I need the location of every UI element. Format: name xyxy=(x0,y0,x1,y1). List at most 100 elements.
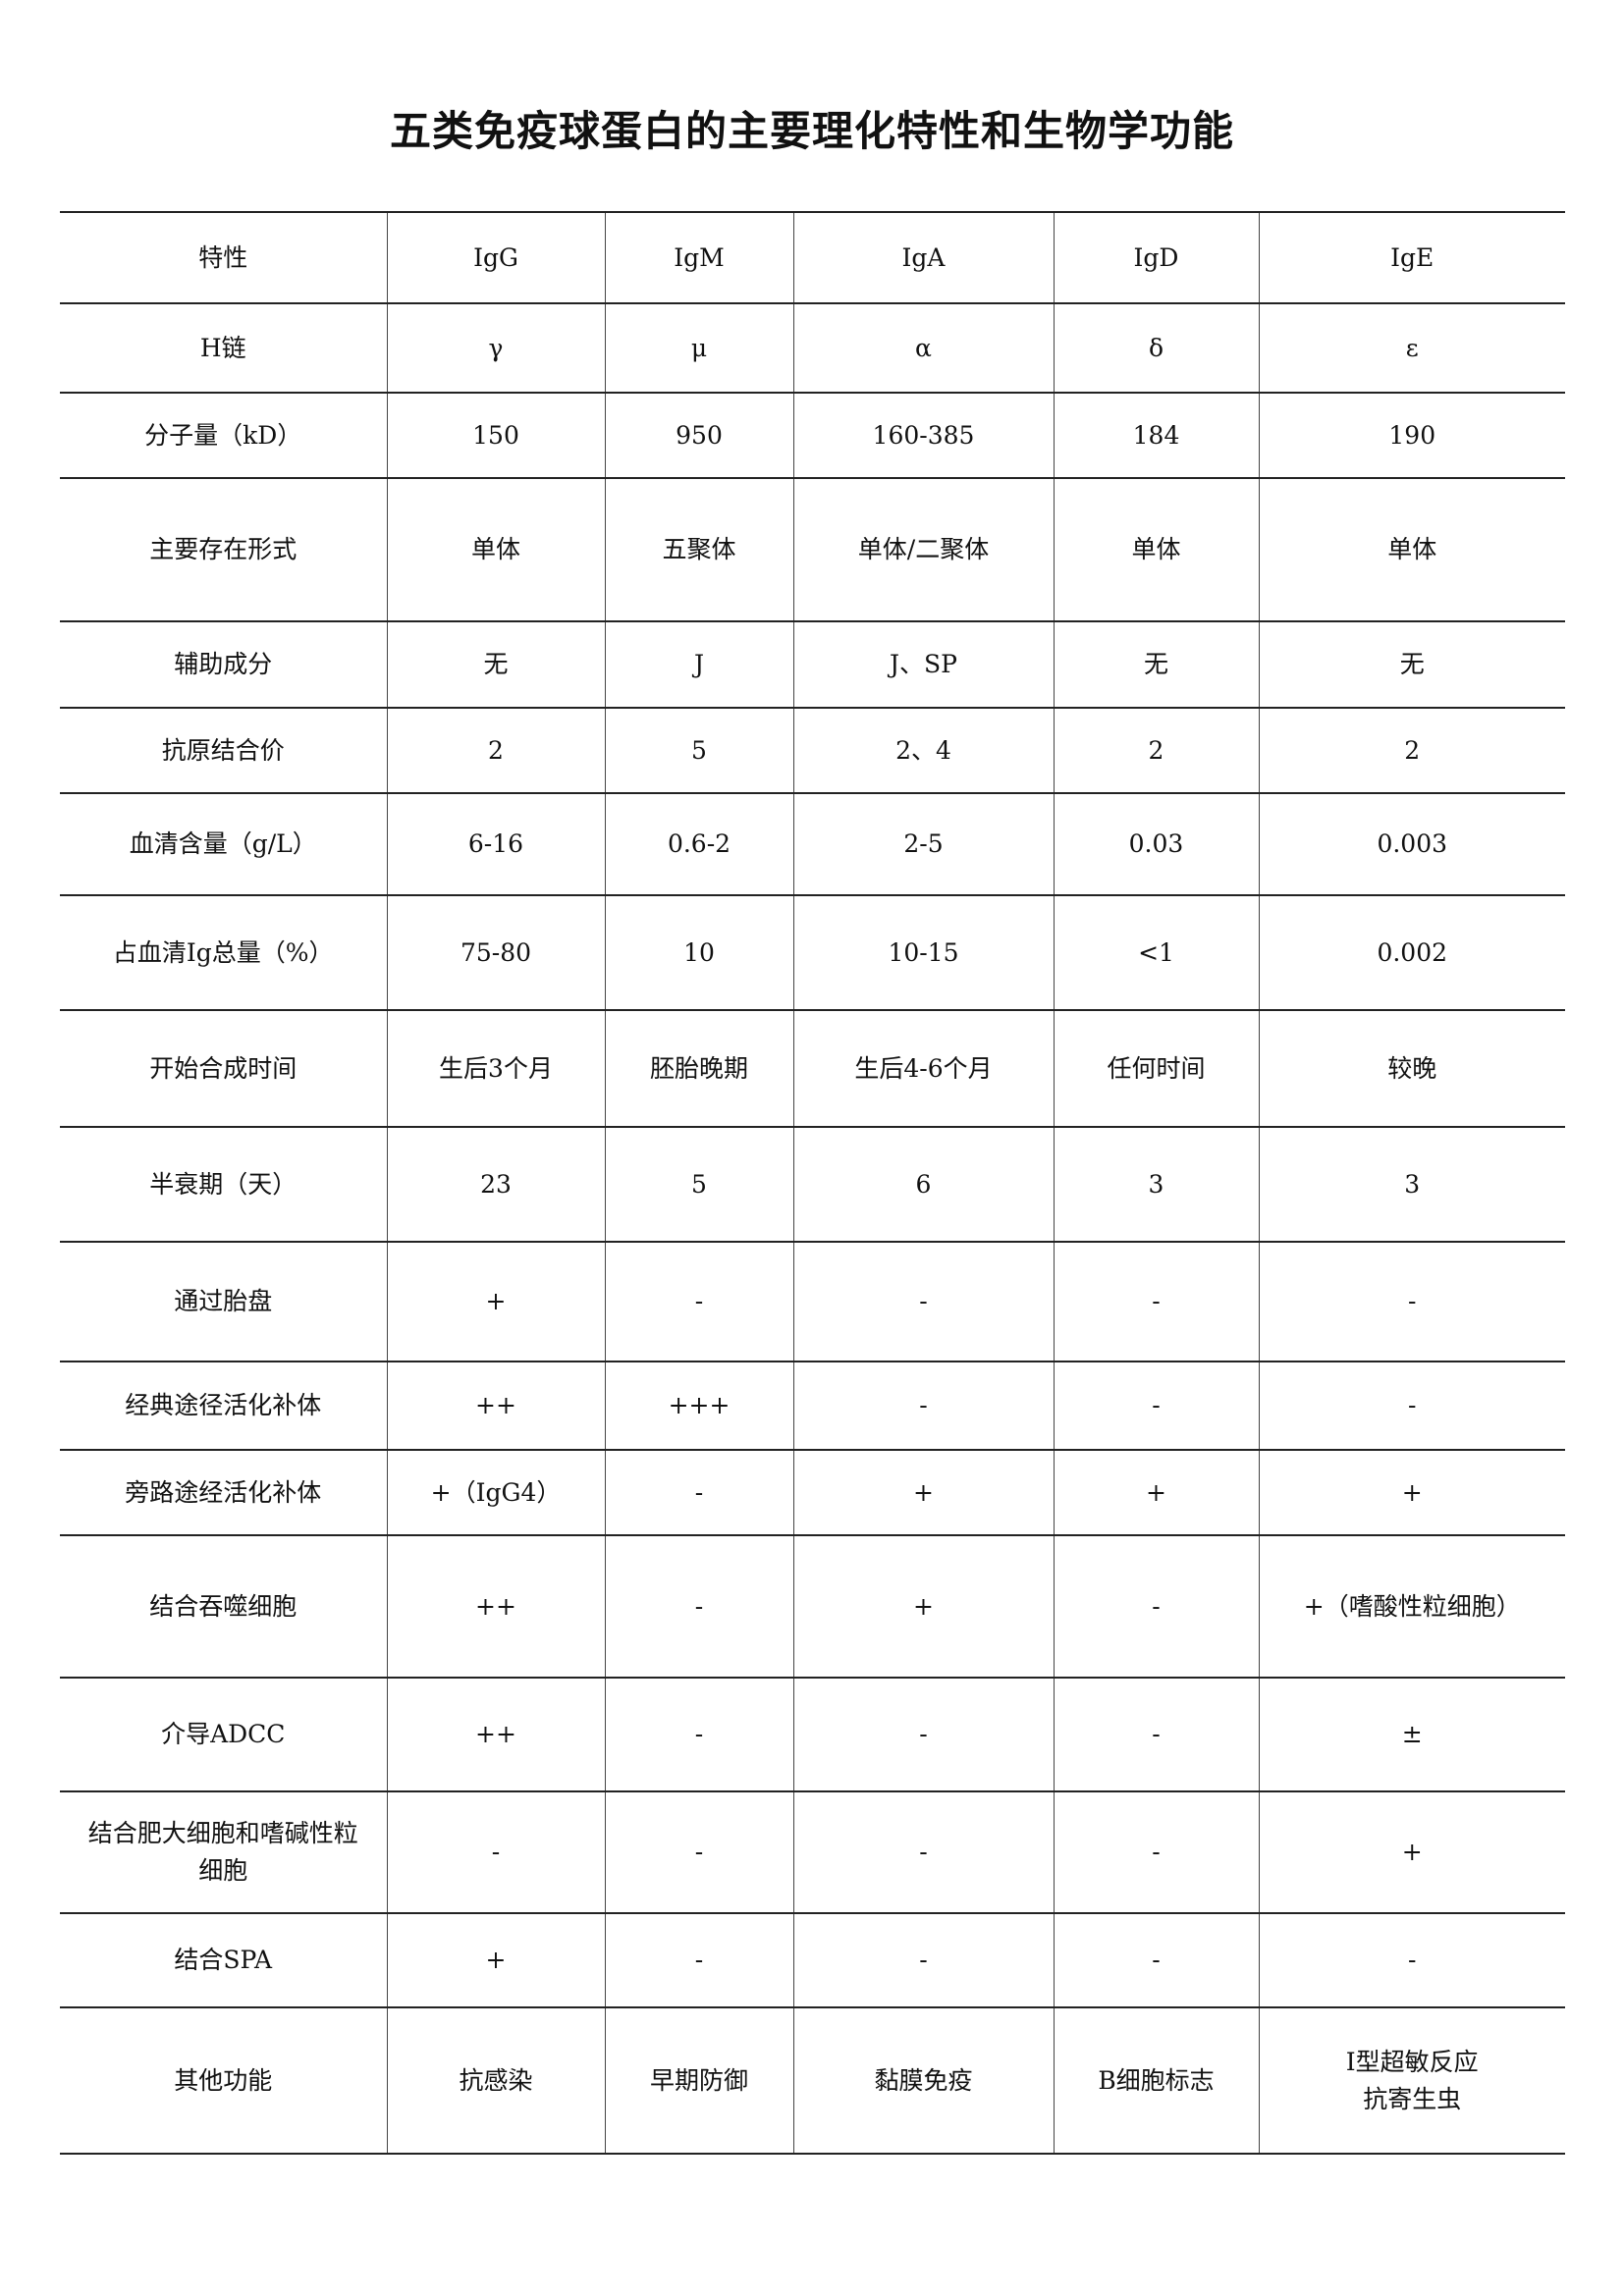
table-row: 结合SPA + - - - - xyxy=(60,1912,1565,2008)
table-cell: 3 xyxy=(1258,1126,1565,1243)
table-cell: + xyxy=(386,1912,606,2008)
row-label-cell: 其他功能 xyxy=(60,2006,388,2155)
table-cell: J xyxy=(604,620,794,709)
table-cell: ++ xyxy=(386,1677,606,1792)
table-cell: 950 xyxy=(604,392,794,479)
table-cell: 2 xyxy=(1053,707,1260,794)
table-row: 占血清Ig总量（%） 75-80 10 10-15 <1 0.002 xyxy=(60,894,1565,1011)
row-label-cell: 抗原结合价 xyxy=(60,707,388,794)
table-cell: ε xyxy=(1258,302,1565,394)
table-row: 分子量（kD） 150 950 160-385 184 190 xyxy=(60,392,1565,479)
table-cell: + xyxy=(1258,1790,1565,1914)
row-label-cell: 结合SPA xyxy=(60,1912,388,2008)
table-cell: J、SP xyxy=(792,620,1055,709)
table-cell: - xyxy=(604,1790,794,1914)
table-cell: 10-15 xyxy=(792,894,1055,1011)
row-label-cell: 主要存在形式 xyxy=(60,477,388,622)
table-cell: ± xyxy=(1258,1677,1565,1792)
table-cell: μ xyxy=(604,302,794,394)
row-label-cell: 特性 xyxy=(60,211,388,304)
table-cell: IgE xyxy=(1258,211,1565,304)
table-row: 主要存在形式 单体 五聚体 单体/二聚体 单体 单体 xyxy=(60,477,1565,622)
table-cell: γ xyxy=(386,302,606,394)
table-row: 介导ADCC ++ - - - ± xyxy=(60,1677,1565,1792)
table-cell: 0.003 xyxy=(1258,792,1565,896)
table-cell: +（IgG4） xyxy=(386,1449,606,1536)
table-row: 其他功能 抗感染 早期防御 黏膜免疫 B细胞标志 Ⅰ型超敏反应 抗寄生虫 xyxy=(60,2006,1565,2155)
table-cell: 5 xyxy=(604,1126,794,1243)
table-row: 辅助成分无 J J、SP 无无 xyxy=(60,620,1565,709)
table-row: 结合吞噬细胞 ++ - + - +（嗜酸性粒细胞） xyxy=(60,1534,1565,1679)
table-cell: 3 xyxy=(1053,1126,1260,1243)
table-cell: + xyxy=(1258,1449,1565,1536)
table-cell: ++ xyxy=(386,1361,606,1451)
table-cell: 2、4 xyxy=(792,707,1055,794)
table-cell: 0.6-2 xyxy=(604,792,794,896)
table-row: 半衰期（天） 23 5 6 3 3 xyxy=(60,1126,1565,1243)
table-cell: 75-80 xyxy=(386,894,606,1011)
table-cell: 任何时间 xyxy=(1053,1009,1260,1128)
table-cell: 10 xyxy=(604,894,794,1011)
table-cell: 无 xyxy=(1053,620,1260,709)
table-cell: 抗感染 xyxy=(386,2006,606,2155)
table-cell: 无 xyxy=(386,620,606,709)
table-cell: 无 xyxy=(1258,620,1565,709)
table-cell: + xyxy=(792,1534,1055,1679)
table-cell: 150 xyxy=(386,392,606,479)
table-row: H链 γ μ α δ ε xyxy=(60,302,1565,394)
row-label-cell: 通过胎盘 xyxy=(60,1241,388,1362)
table-cell: 生后4-6个月 xyxy=(792,1009,1055,1128)
table-cell: 胚胎晚期 xyxy=(604,1009,794,1128)
table-cell: - xyxy=(1053,1790,1260,1914)
table-cell: - xyxy=(792,1677,1055,1792)
page-title: 五类免疫球蛋白的主要理化特性和生物学功能 xyxy=(389,107,1234,155)
table-cell: - xyxy=(1258,1361,1565,1451)
table-cell: 184 xyxy=(1053,392,1260,479)
table-cell: +（嗜酸性粒细胞） xyxy=(1258,1534,1565,1679)
table-cell: 2 xyxy=(386,707,606,794)
table-cell: - xyxy=(792,1361,1055,1451)
row-label-cell: 介导ADCC xyxy=(60,1677,388,1792)
table-cell: δ xyxy=(1053,302,1260,394)
row-label-cell: 血清含量（g/L） xyxy=(60,792,388,896)
row-label-cell: 结合吞噬细胞 xyxy=(60,1534,388,1679)
table-cell: 黏膜免疫 xyxy=(792,2006,1055,2155)
table-cell: 单体 xyxy=(386,477,606,622)
table-cell: IgM xyxy=(604,211,794,304)
table-cell: 0.002 xyxy=(1258,894,1565,1011)
table-cell: - xyxy=(792,1912,1055,2008)
table-row: 抗原结合价 2 5 2、4 2 2 xyxy=(60,707,1565,794)
table-cell: <1 xyxy=(1053,894,1260,1011)
table-row: 结合肥大细胞和嗜碱性粒细胞 - - - - + xyxy=(60,1790,1565,1914)
row-label-cell: 辅助成分 xyxy=(60,620,388,709)
table-cell: - xyxy=(792,1241,1055,1362)
row-label-cell: H链 xyxy=(60,302,388,394)
table-row: 血清含量（g/L） 6-16 0.6-2 2-5 0.03 0.003 xyxy=(60,792,1565,896)
table-cell: ++ xyxy=(386,1534,606,1679)
table-cell: - xyxy=(604,1241,794,1362)
table-cell: 2-5 xyxy=(792,792,1055,896)
table-cell: 160-385 xyxy=(792,392,1055,479)
table-cell: - xyxy=(604,1449,794,1536)
row-label-cell: 开始合成时间 xyxy=(60,1009,388,1128)
row-label-cell: 经典途径活化补体 xyxy=(60,1361,388,1451)
table-cell: - xyxy=(1053,1677,1260,1792)
table-cell: Ⅰ型超敏反应 抗寄生虫 xyxy=(1258,2006,1565,2155)
row-label-cell: 分子量（kD） xyxy=(60,392,388,479)
table-row: 经典途径活化补体 ++ +++ - - - xyxy=(60,1361,1565,1451)
table-cell: IgA xyxy=(792,211,1055,304)
table-cell: + xyxy=(1053,1449,1260,1536)
table-cell: IgG xyxy=(386,211,606,304)
table-cell: 6 xyxy=(792,1126,1055,1243)
table-cell: B细胞标志 xyxy=(1053,2006,1260,2155)
table-cell: - xyxy=(1258,1912,1565,2008)
table-cell: 单体 xyxy=(1053,477,1260,622)
table-header-row: 特性 IgG IgM IgA IgD IgE xyxy=(60,211,1565,304)
table-cell: α xyxy=(792,302,1055,394)
table-cell: 单体/二聚体 xyxy=(792,477,1055,622)
row-label-cell: 占血清Ig总量（%） xyxy=(60,894,388,1011)
table-cell: - xyxy=(604,1534,794,1679)
table-cell: + xyxy=(792,1449,1055,1536)
row-label-cell: 半衰期（天） xyxy=(60,1126,388,1243)
row-label-cell: 旁路途经活化补体 xyxy=(60,1449,388,1536)
